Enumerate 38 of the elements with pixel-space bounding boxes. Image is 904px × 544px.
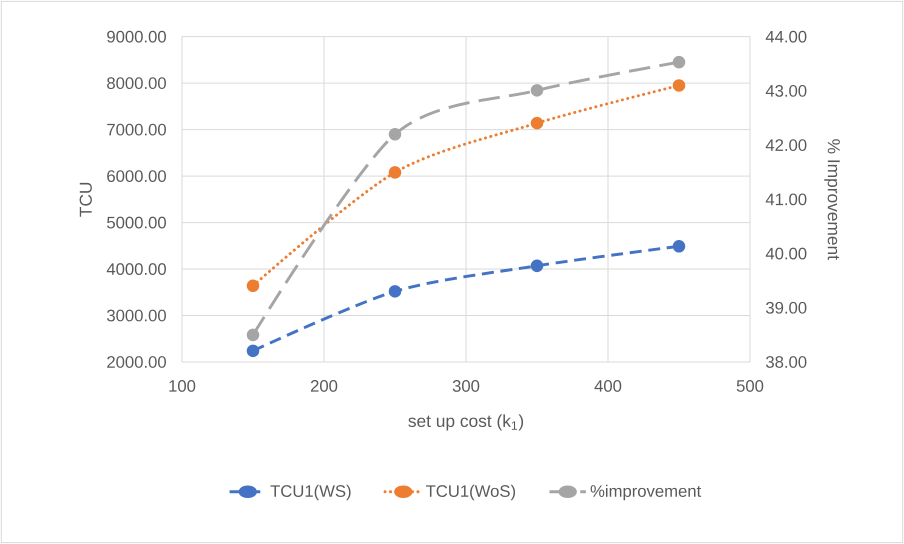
x-axis-title: set up cost (k$_{1}$) [408, 414, 524, 430]
x-tick-label: 100 [169, 380, 196, 392]
legend-label: %improvement [590, 484, 702, 500]
y2-tick-label: 41.00 [766, 193, 806, 206]
x-tick-label: 200 [310, 380, 338, 392]
x-tick-label: 400 [594, 380, 622, 392]
point [246, 328, 260, 342]
point [672, 56, 686, 68]
point [672, 79, 686, 92]
point [388, 166, 402, 179]
y-tick-label: 6000.00 [107, 170, 166, 182]
legend-label: TCU1(WoS) [426, 484, 516, 500]
y2-axis-title: % Improvement [824, 139, 840, 260]
point [246, 280, 260, 292]
x-tick-label: 500 [736, 380, 764, 392]
legend-label: TCU1(WS) [270, 484, 351, 500]
y2-tick-label: 39.00 [766, 302, 806, 314]
y2-tick-label: 40.00 [766, 248, 806, 260]
y-tick-label: 7000.00 [107, 124, 166, 136]
y-tick-label: 4000.00 [106, 263, 166, 275]
point [388, 128, 402, 141]
point [530, 116, 544, 130]
y2-tick-label: 42.00 [766, 139, 806, 152]
y-tick-label: 9000.00 [107, 30, 166, 43]
y-tick-label: 8000.00 [107, 77, 166, 90]
y2-tick-label: 38.00 [766, 356, 806, 368]
point [388, 285, 402, 298]
point [672, 240, 686, 253]
y-tick-label: 3000.00 [107, 310, 166, 322]
y2-tick-label: 44.00 [766, 30, 806, 43]
x-tick-label: 300 [452, 380, 480, 392]
point [530, 84, 544, 97]
y2-tick-label: 43.00 [766, 85, 806, 97]
y-tick-label: 5000.00 [107, 216, 166, 228]
y-axis-title: TCU [80, 182, 92, 217]
point [530, 260, 544, 272]
y-tick-label: 2000.00 [107, 356, 166, 368]
point [246, 344, 260, 358]
